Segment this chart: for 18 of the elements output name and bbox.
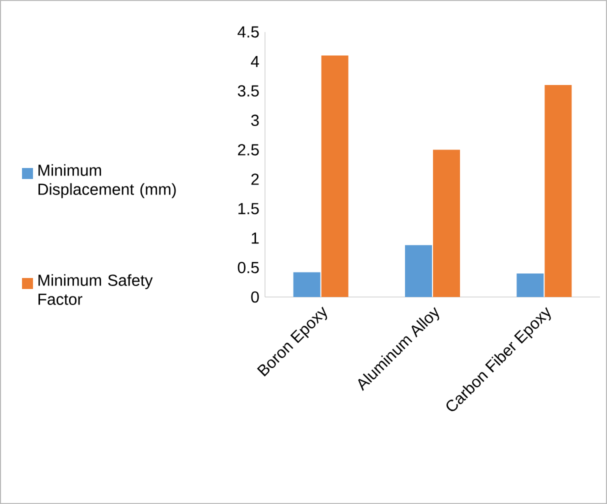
bar (433, 150, 460, 297)
y-tick-label: 1 (252, 232, 259, 244)
bar (516, 273, 544, 297)
y-tick-label: 0.5 (238, 262, 259, 274)
bar (544, 85, 572, 297)
y-tick-label: 1.5 (238, 203, 259, 214)
y-tick-label: 2.5 (238, 144, 259, 156)
y-tick-label: 4 (250, 56, 259, 67)
legend-label: Minimum Safety Factor (38, 274, 153, 305)
y-tick-label: 3 (251, 114, 259, 126)
y-tick-label: 0 (251, 291, 259, 303)
y-tick-label: 4.5 (238, 26, 259, 38)
bar (293, 272, 320, 297)
bar (321, 56, 348, 297)
y-tick-label: 2 (251, 174, 259, 185)
legend-label: Minimum Displacement (mm) (38, 164, 176, 198)
y-tick-label: 3.5 (238, 85, 259, 97)
bar (405, 245, 432, 297)
